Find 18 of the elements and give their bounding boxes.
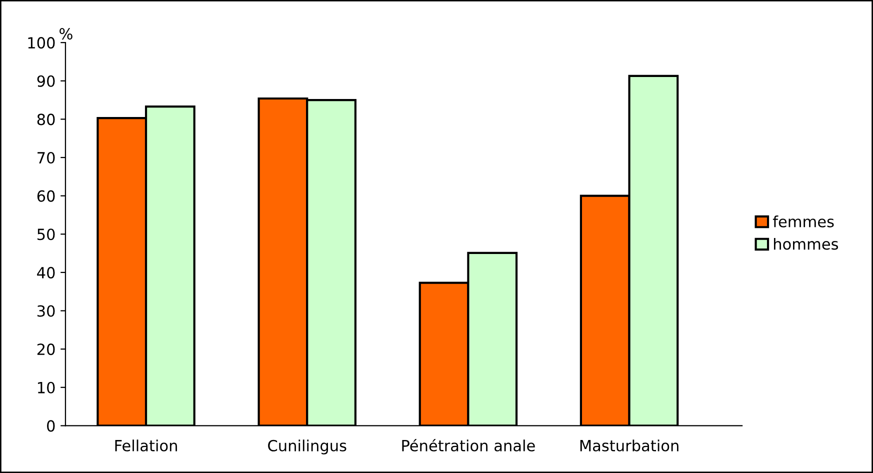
y-axis-title: % bbox=[60, 28, 72, 40]
y-tick-label: 20 bbox=[37, 344, 55, 356]
y-tick-label: 50 bbox=[37, 228, 55, 240]
y-tick-label: 80 bbox=[37, 114, 55, 126]
legend-label: femmes bbox=[772, 216, 834, 228]
x-tick-label: Fellation bbox=[115, 440, 177, 452]
y-tick-label: 70 bbox=[38, 152, 55, 164]
y-tick-label: 10 bbox=[38, 382, 55, 394]
y-tick-label: 60 bbox=[37, 190, 55, 202]
x-tick-label: Masturbation bbox=[580, 440, 678, 452]
y-tick-label: 0 bbox=[47, 420, 55, 432]
x-tick-label: Cunilingus bbox=[268, 440, 346, 454]
y-tick-label: 40 bbox=[37, 266, 55, 278]
x-tick-label: Pénétration anale bbox=[402, 438, 535, 452]
legend-label: hommes bbox=[774, 238, 838, 250]
y-tick-label: 90 bbox=[37, 75, 55, 87]
y-tick-label: 30 bbox=[37, 305, 55, 317]
y-tick-label: 100 bbox=[28, 37, 55, 49]
